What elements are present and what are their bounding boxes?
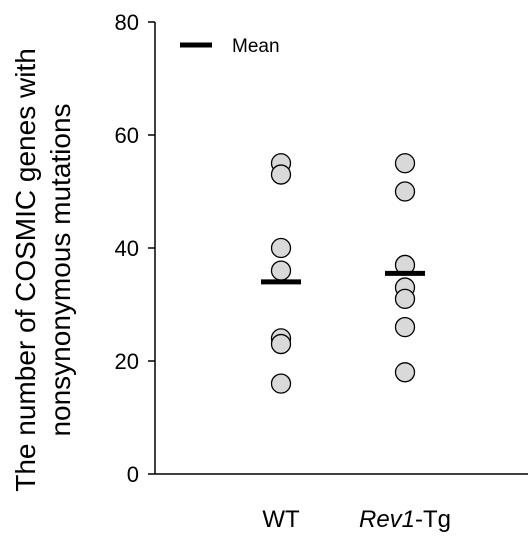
data-point xyxy=(394,362,416,383)
axes: 0 20 40 60 80 xyxy=(115,10,528,487)
data-point xyxy=(270,237,292,259)
y-tick-label: 20 xyxy=(115,349,139,374)
data-point xyxy=(394,181,416,202)
category-label-italic: Rev1 xyxy=(359,506,415,533)
y-tick-label: 80 xyxy=(115,10,139,35)
y-axis-title-line-1: The number of COSMIC genes with xyxy=(10,48,41,492)
data-point xyxy=(270,333,292,355)
category-label-part: WT xyxy=(262,506,300,533)
legend: Mean xyxy=(180,36,280,57)
category-label: WT xyxy=(262,506,300,533)
data-point xyxy=(270,164,292,185)
category-label-part: -Tg xyxy=(415,506,451,533)
y-axis-title-line-2: nonsynonymous mutations xyxy=(45,103,76,436)
data-point xyxy=(270,260,292,281)
y-tick-label: 40 xyxy=(115,236,139,261)
data-point xyxy=(394,153,416,174)
y-tick-label: 60 xyxy=(115,123,139,148)
legend-label: Mean xyxy=(232,36,280,57)
y-tick-label: 0 xyxy=(127,462,139,487)
category-labels: WT Rev1-Tg xyxy=(262,506,451,533)
data-point xyxy=(270,373,292,394)
data-point xyxy=(394,288,416,310)
category-label: Rev1-Tg xyxy=(359,506,451,533)
data-point xyxy=(394,316,416,338)
y-axis-title: The number of COSMIC genes with nonsynon… xyxy=(10,48,76,492)
plot-marks xyxy=(261,153,425,394)
